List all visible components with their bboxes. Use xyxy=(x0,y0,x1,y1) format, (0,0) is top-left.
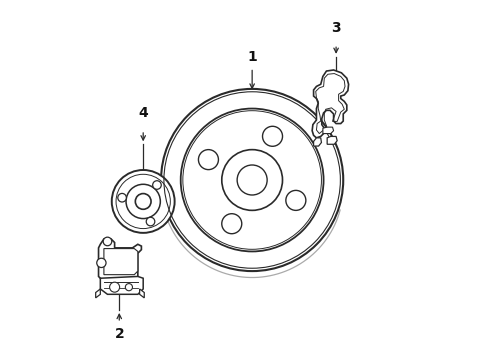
Circle shape xyxy=(125,284,132,291)
Circle shape xyxy=(110,282,120,292)
Text: 1: 1 xyxy=(247,50,257,64)
Polygon shape xyxy=(323,127,334,134)
Circle shape xyxy=(126,184,160,219)
Polygon shape xyxy=(100,276,143,294)
Circle shape xyxy=(135,194,151,209)
Polygon shape xyxy=(104,249,138,275)
Circle shape xyxy=(286,190,306,210)
Text: 4: 4 xyxy=(138,106,148,120)
Text: 3: 3 xyxy=(331,21,341,35)
Circle shape xyxy=(222,150,283,210)
Circle shape xyxy=(222,214,242,234)
Polygon shape xyxy=(98,239,142,280)
Circle shape xyxy=(263,126,283,146)
Polygon shape xyxy=(314,138,321,146)
Circle shape xyxy=(198,150,219,170)
Polygon shape xyxy=(327,136,337,144)
Circle shape xyxy=(237,165,267,195)
Polygon shape xyxy=(312,70,348,138)
Circle shape xyxy=(97,258,106,267)
Circle shape xyxy=(118,193,126,202)
Circle shape xyxy=(103,237,112,246)
Circle shape xyxy=(146,217,155,226)
Circle shape xyxy=(153,181,161,189)
Circle shape xyxy=(112,170,174,233)
Text: 2: 2 xyxy=(114,327,124,341)
Polygon shape xyxy=(96,289,100,298)
Circle shape xyxy=(161,89,343,271)
Circle shape xyxy=(181,109,323,251)
Polygon shape xyxy=(140,289,144,298)
